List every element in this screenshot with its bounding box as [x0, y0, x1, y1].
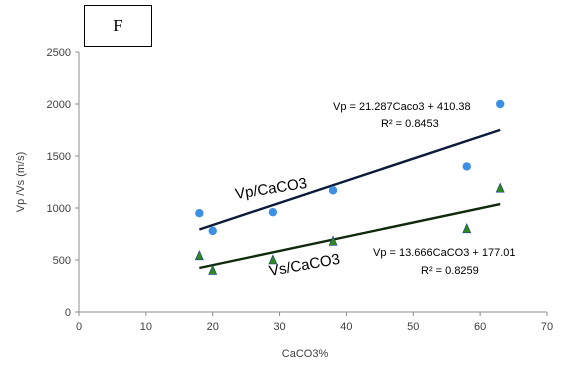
- y-tick-label: 1500: [47, 151, 71, 163]
- x-tick-label: 40: [340, 321, 352, 333]
- x-tick-label: 0: [76, 321, 82, 333]
- x-tick-label: 50: [407, 321, 419, 333]
- vs-trendline: [199, 202, 501, 270]
- y-tick-label: 2500: [47, 47, 71, 59]
- vs-point: [208, 264, 218, 275]
- y-axis-title: Vp /Vs (m/s): [15, 152, 27, 213]
- vp-point: [195, 209, 204, 218]
- vp-point: [328, 186, 338, 195]
- vs-r2: R² = 0.8259: [421, 265, 479, 277]
- vs-point: [268, 254, 278, 265]
- y-tick-label: 500: [53, 255, 71, 267]
- y-tick-label: 2000: [47, 99, 71, 111]
- vp-point: [496, 99, 505, 109]
- vs-point: [194, 250, 204, 261]
- x-tick-label: 30: [273, 321, 285, 333]
- vp-trendline: [198, 128, 501, 231]
- x-tick-label: 70: [541, 321, 553, 333]
- y-tick-label: 1000: [47, 203, 71, 215]
- vp-r2: R² = 0.8453: [381, 118, 439, 130]
- vs-point: [495, 182, 505, 193]
- x-tick-label: 10: [140, 321, 152, 333]
- vp-point: [208, 226, 217, 236]
- vp-inline-label: Vp/CaCO3: [234, 175, 308, 203]
- vp-equation: Vp = 21.287Caco3 + 410.38: [333, 101, 471, 113]
- vs-point: [462, 223, 472, 234]
- vp-point: [462, 162, 471, 171]
- vs-point: [328, 235, 338, 246]
- vs-inline-label: Vs/CaCO3: [268, 251, 342, 280]
- x-axis-title: CaCO3%: [282, 348, 329, 360]
- vp-point: [268, 207, 278, 217]
- y-tick-label: 0: [65, 307, 71, 319]
- panel-label: F: [113, 16, 123, 35]
- vs-equation: Vp = 13.666CaCO3 + 177.01: [373, 247, 516, 259]
- panel-label-box: F: [84, 5, 152, 47]
- x-tick-label: 60: [474, 321, 486, 333]
- x-tick-label: 20: [207, 321, 219, 333]
